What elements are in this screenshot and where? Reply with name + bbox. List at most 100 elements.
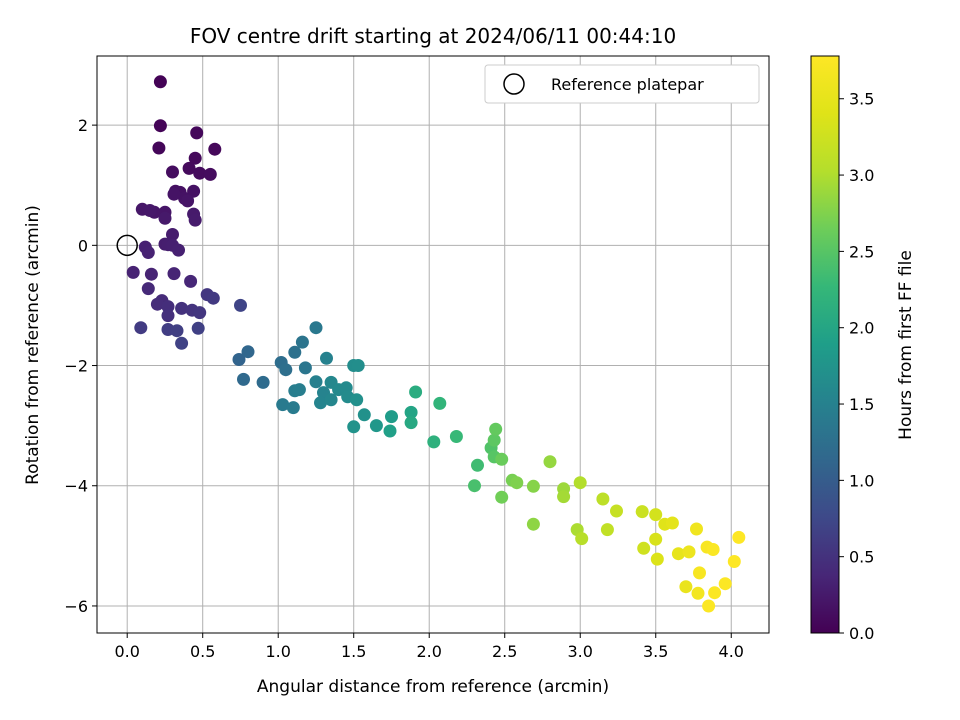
data-point [351,359,365,372]
x-axis-ticks: 0.0 0.5 1.0 1.5 2.0 2.5 3.0 3.5 4.0 [114,633,744,661]
data-point [320,351,333,365]
data-point [471,458,484,472]
data-point [206,291,220,305]
y-tick-label: −6 [64,597,88,616]
data-point [718,577,732,591]
y-tick-label: −2 [64,357,88,376]
data-point [679,580,693,594]
data-point [404,416,418,430]
y-tick-label: 0 [78,236,88,255]
data-point [134,321,148,335]
data-point [190,126,204,140]
data-point [166,228,179,241]
data-point [690,522,703,536]
colorbar-tick-label: 1.0 [849,471,874,490]
x-axis-title: Angular distance from reference (arcmin) [257,677,609,697]
data-point [279,363,293,377]
data-point [188,151,202,165]
data-point [208,142,222,156]
data-point [276,398,290,412]
plot-frame [96,55,770,634]
colorbar-gradient [810,55,840,634]
data-point [495,452,509,466]
data-point [314,396,327,410]
data-point [193,306,207,320]
data-point [184,274,198,288]
reference-marker [116,234,138,257]
data-point [489,422,503,436]
data-point [167,267,181,281]
data-point [649,532,663,546]
data-point [324,393,338,407]
data-point [170,324,184,338]
data-point [557,490,571,504]
chart-title: FOV centre drift starting at 2024/06/11 … [190,24,676,48]
x-tick-label: 1.5 [341,642,366,661]
data-point [237,372,250,386]
data-point [150,297,164,311]
data-point [144,267,158,281]
data-points [126,75,746,613]
colorbar-tick-label: 2.0 [849,319,874,338]
data-point [292,383,306,397]
data-point [298,361,312,375]
data-point [141,246,155,259]
data-point [543,455,557,469]
data-point [409,385,423,399]
data-point [182,161,196,175]
data-point [181,194,195,208]
x-tick-label: 3.0 [568,642,593,661]
data-point [702,599,716,613]
data-point [347,420,361,434]
data-point [232,353,246,366]
data-point [193,166,207,180]
x-tick-label: 4.0 [719,642,744,661]
data-point [309,375,323,389]
data-point [158,211,172,225]
data-point [286,401,300,415]
data-point [383,424,397,438]
data-point [234,298,247,312]
y-axis-ticks: −6 −4 −2 0 2 [64,116,97,616]
data-point [191,321,205,335]
data-point [256,375,270,389]
colorbar-tick-label: 3.5 [849,90,874,109]
data-point [665,516,679,530]
data-point [357,408,371,422]
data-point [596,492,610,506]
data-point [152,141,166,155]
data-point [732,530,746,544]
data-point [708,586,722,600]
data-point [203,167,217,181]
colorbar-tick-label: 0.5 [849,548,874,567]
data-point [350,393,364,407]
y-tick-label: −4 [64,477,88,496]
data-point [510,476,524,490]
data-point [433,396,447,410]
y-axis-title: Rotation from reference (arcmin) [23,205,43,485]
x-tick-label: 3.5 [643,642,668,661]
data-point [691,586,705,600]
data-point [526,479,540,493]
data-point [693,566,706,580]
data-point [495,490,509,504]
data-point [153,75,167,89]
colorbar-tick-label: 0.0 [849,624,874,643]
data-point [600,523,614,537]
data-point [175,301,189,315]
legend-entry-reference-platepar: Reference platepar [551,75,704,94]
data-point [526,517,540,531]
data-point [167,187,181,201]
data-point [187,184,201,198]
data-point [188,213,202,227]
data-point [153,119,167,133]
data-point [682,545,696,559]
x-tick-label: 2.0 [416,642,441,661]
data-point [241,345,255,359]
data-point [295,335,309,349]
data-point [637,541,651,555]
data-point [573,476,587,490]
legend: Reference platepar [484,64,760,104]
data-point [166,165,179,179]
